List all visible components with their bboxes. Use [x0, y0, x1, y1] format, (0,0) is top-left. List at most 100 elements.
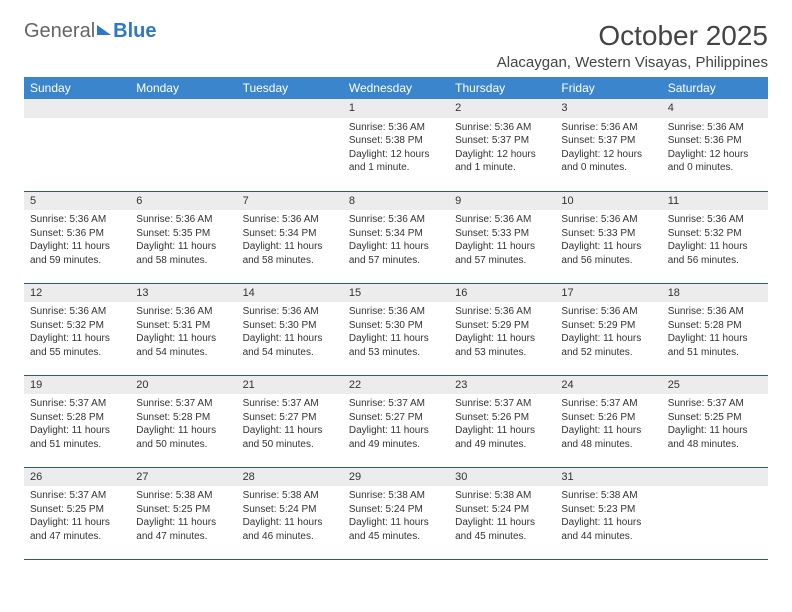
- calendar-cell: 4Sunrise: 5:36 AMSunset: 5:36 PMDaylight…: [662, 99, 768, 191]
- calendar-cell: [237, 99, 343, 191]
- daylight-text: Daylight: 11 hours and 58 minutes.: [136, 240, 230, 267]
- daylight-text: Daylight: 11 hours and 51 minutes.: [668, 332, 762, 359]
- day-number: 18: [662, 284, 768, 303]
- daylight-text: Daylight: 11 hours and 48 minutes.: [561, 424, 655, 451]
- daylight-text: Daylight: 11 hours and 45 minutes.: [349, 516, 443, 543]
- day-data: Sunrise: 5:38 AMSunset: 5:23 PMDaylight:…: [555, 486, 661, 549]
- calendar-cell: 23Sunrise: 5:37 AMSunset: 5:26 PMDayligh…: [449, 375, 555, 467]
- daylight-text: Daylight: 11 hours and 44 minutes.: [561, 516, 655, 543]
- logo-text-2: Blue: [113, 20, 156, 43]
- day-number: 30: [449, 468, 555, 487]
- day-number-empty: [24, 99, 130, 118]
- day-number: 10: [555, 192, 661, 211]
- sunset-text: Sunset: 5:34 PM: [349, 227, 443, 241]
- day-number: 6: [130, 192, 236, 211]
- day-number: 29: [343, 468, 449, 487]
- sunset-text: Sunset: 5:32 PM: [30, 319, 124, 333]
- sunrise-text: Sunrise: 5:36 AM: [30, 213, 124, 227]
- day-data: Sunrise: 5:36 AMSunset: 5:37 PMDaylight:…: [449, 118, 555, 181]
- calendar-table: Sunday Monday Tuesday Wednesday Thursday…: [24, 77, 768, 560]
- calendar-cell: 31Sunrise: 5:38 AMSunset: 5:23 PMDayligh…: [555, 467, 661, 559]
- daylight-text: Daylight: 11 hours and 56 minutes.: [561, 240, 655, 267]
- sunrise-text: Sunrise: 5:36 AM: [349, 305, 443, 319]
- calendar-cell: 21Sunrise: 5:37 AMSunset: 5:27 PMDayligh…: [237, 375, 343, 467]
- sunrise-text: Sunrise: 5:36 AM: [30, 305, 124, 319]
- sunrise-text: Sunrise: 5:36 AM: [668, 121, 762, 135]
- day-number: 26: [24, 468, 130, 487]
- sunrise-text: Sunrise: 5:36 AM: [349, 121, 443, 135]
- daylight-text: Daylight: 11 hours and 46 minutes.: [243, 516, 337, 543]
- day-data: Sunrise: 5:36 AMSunset: 5:31 PMDaylight:…: [130, 302, 236, 365]
- sunset-text: Sunset: 5:38 PM: [349, 134, 443, 148]
- daylight-text: Daylight: 11 hours and 56 minutes.: [668, 240, 762, 267]
- sunrise-text: Sunrise: 5:37 AM: [668, 397, 762, 411]
- day-data: Sunrise: 5:36 AMSunset: 5:30 PMDaylight:…: [343, 302, 449, 365]
- sunrise-text: Sunrise: 5:36 AM: [455, 213, 549, 227]
- daylight-text: Daylight: 11 hours and 48 minutes.: [668, 424, 762, 451]
- location-text: Alacaygan, Western Visayas, Philippines: [497, 54, 768, 71]
- daylight-text: Daylight: 11 hours and 57 minutes.: [349, 240, 443, 267]
- day-number-empty: [662, 468, 768, 487]
- sunset-text: Sunset: 5:24 PM: [455, 503, 549, 517]
- day-number: 27: [130, 468, 236, 487]
- sunset-text: Sunset: 5:35 PM: [136, 227, 230, 241]
- calendar-row: 26Sunrise: 5:37 AMSunset: 5:25 PMDayligh…: [24, 467, 768, 559]
- day-number: 20: [130, 376, 236, 395]
- sunrise-text: Sunrise: 5:37 AM: [561, 397, 655, 411]
- calendar-cell: 30Sunrise: 5:38 AMSunset: 5:24 PMDayligh…: [449, 467, 555, 559]
- calendar-cell: [24, 99, 130, 191]
- sunset-text: Sunset: 5:26 PM: [561, 411, 655, 425]
- sunrise-text: Sunrise: 5:36 AM: [455, 121, 549, 135]
- sunset-text: Sunset: 5:30 PM: [349, 319, 443, 333]
- sunset-text: Sunset: 5:36 PM: [30, 227, 124, 241]
- day-number: 15: [343, 284, 449, 303]
- calendar-row: 12Sunrise: 5:36 AMSunset: 5:32 PMDayligh…: [24, 283, 768, 375]
- day-number: 21: [237, 376, 343, 395]
- day-header: Tuesday: [237, 77, 343, 99]
- day-number: 4: [662, 99, 768, 118]
- day-number: 8: [343, 192, 449, 211]
- day-header: Saturday: [662, 77, 768, 99]
- logo: General Blue: [24, 20, 157, 43]
- day-data: Sunrise: 5:38 AMSunset: 5:25 PMDaylight:…: [130, 486, 236, 549]
- day-number: 11: [662, 192, 768, 211]
- sunset-text: Sunset: 5:31 PM: [136, 319, 230, 333]
- calendar-cell: 26Sunrise: 5:37 AMSunset: 5:25 PMDayligh…: [24, 467, 130, 559]
- sunrise-text: Sunrise: 5:36 AM: [561, 213, 655, 227]
- sunrise-text: Sunrise: 5:36 AM: [136, 213, 230, 227]
- sunset-text: Sunset: 5:29 PM: [455, 319, 549, 333]
- day-data: Sunrise: 5:36 AMSunset: 5:32 PMDaylight:…: [662, 210, 768, 273]
- sunrise-text: Sunrise: 5:36 AM: [561, 121, 655, 135]
- sunrise-text: Sunrise: 5:37 AM: [30, 397, 124, 411]
- day-number: 22: [343, 376, 449, 395]
- sunset-text: Sunset: 5:33 PM: [455, 227, 549, 241]
- daylight-text: Daylight: 11 hours and 54 minutes.: [243, 332, 337, 359]
- calendar-row: 5Sunrise: 5:36 AMSunset: 5:36 PMDaylight…: [24, 191, 768, 283]
- day-data: Sunrise: 5:36 AMSunset: 5:36 PMDaylight:…: [24, 210, 130, 273]
- daylight-text: Daylight: 12 hours and 0 minutes.: [668, 148, 762, 175]
- logo-triangle-icon: [97, 25, 111, 35]
- day-data: Sunrise: 5:37 AMSunset: 5:28 PMDaylight:…: [130, 394, 236, 457]
- sunrise-text: Sunrise: 5:38 AM: [243, 489, 337, 503]
- daylight-text: Daylight: 11 hours and 53 minutes.: [455, 332, 549, 359]
- day-data: Sunrise: 5:36 AMSunset: 5:37 PMDaylight:…: [555, 118, 661, 181]
- daylight-text: Daylight: 11 hours and 50 minutes.: [136, 424, 230, 451]
- sunrise-text: Sunrise: 5:38 AM: [349, 489, 443, 503]
- sunrise-text: Sunrise: 5:36 AM: [243, 213, 337, 227]
- day-data: Sunrise: 5:36 AMSunset: 5:34 PMDaylight:…: [343, 210, 449, 273]
- daylight-text: Daylight: 11 hours and 49 minutes.: [349, 424, 443, 451]
- day-header: Friday: [555, 77, 661, 99]
- day-data: Sunrise: 5:38 AMSunset: 5:24 PMDaylight:…: [237, 486, 343, 549]
- calendar-cell: 15Sunrise: 5:36 AMSunset: 5:30 PMDayligh…: [343, 283, 449, 375]
- calendar-cell: 29Sunrise: 5:38 AMSunset: 5:24 PMDayligh…: [343, 467, 449, 559]
- day-number: 3: [555, 99, 661, 118]
- sunset-text: Sunset: 5:27 PM: [349, 411, 443, 425]
- day-data: Sunrise: 5:36 AMSunset: 5:38 PMDaylight:…: [343, 118, 449, 181]
- sunrise-text: Sunrise: 5:37 AM: [455, 397, 549, 411]
- calendar-cell: 22Sunrise: 5:37 AMSunset: 5:27 PMDayligh…: [343, 375, 449, 467]
- calendar-cell: 7Sunrise: 5:36 AMSunset: 5:34 PMDaylight…: [237, 191, 343, 283]
- calendar-cell: 11Sunrise: 5:36 AMSunset: 5:32 PMDayligh…: [662, 191, 768, 283]
- daylight-text: Daylight: 11 hours and 59 minutes.: [30, 240, 124, 267]
- day-number: 28: [237, 468, 343, 487]
- calendar-cell: 17Sunrise: 5:36 AMSunset: 5:29 PMDayligh…: [555, 283, 661, 375]
